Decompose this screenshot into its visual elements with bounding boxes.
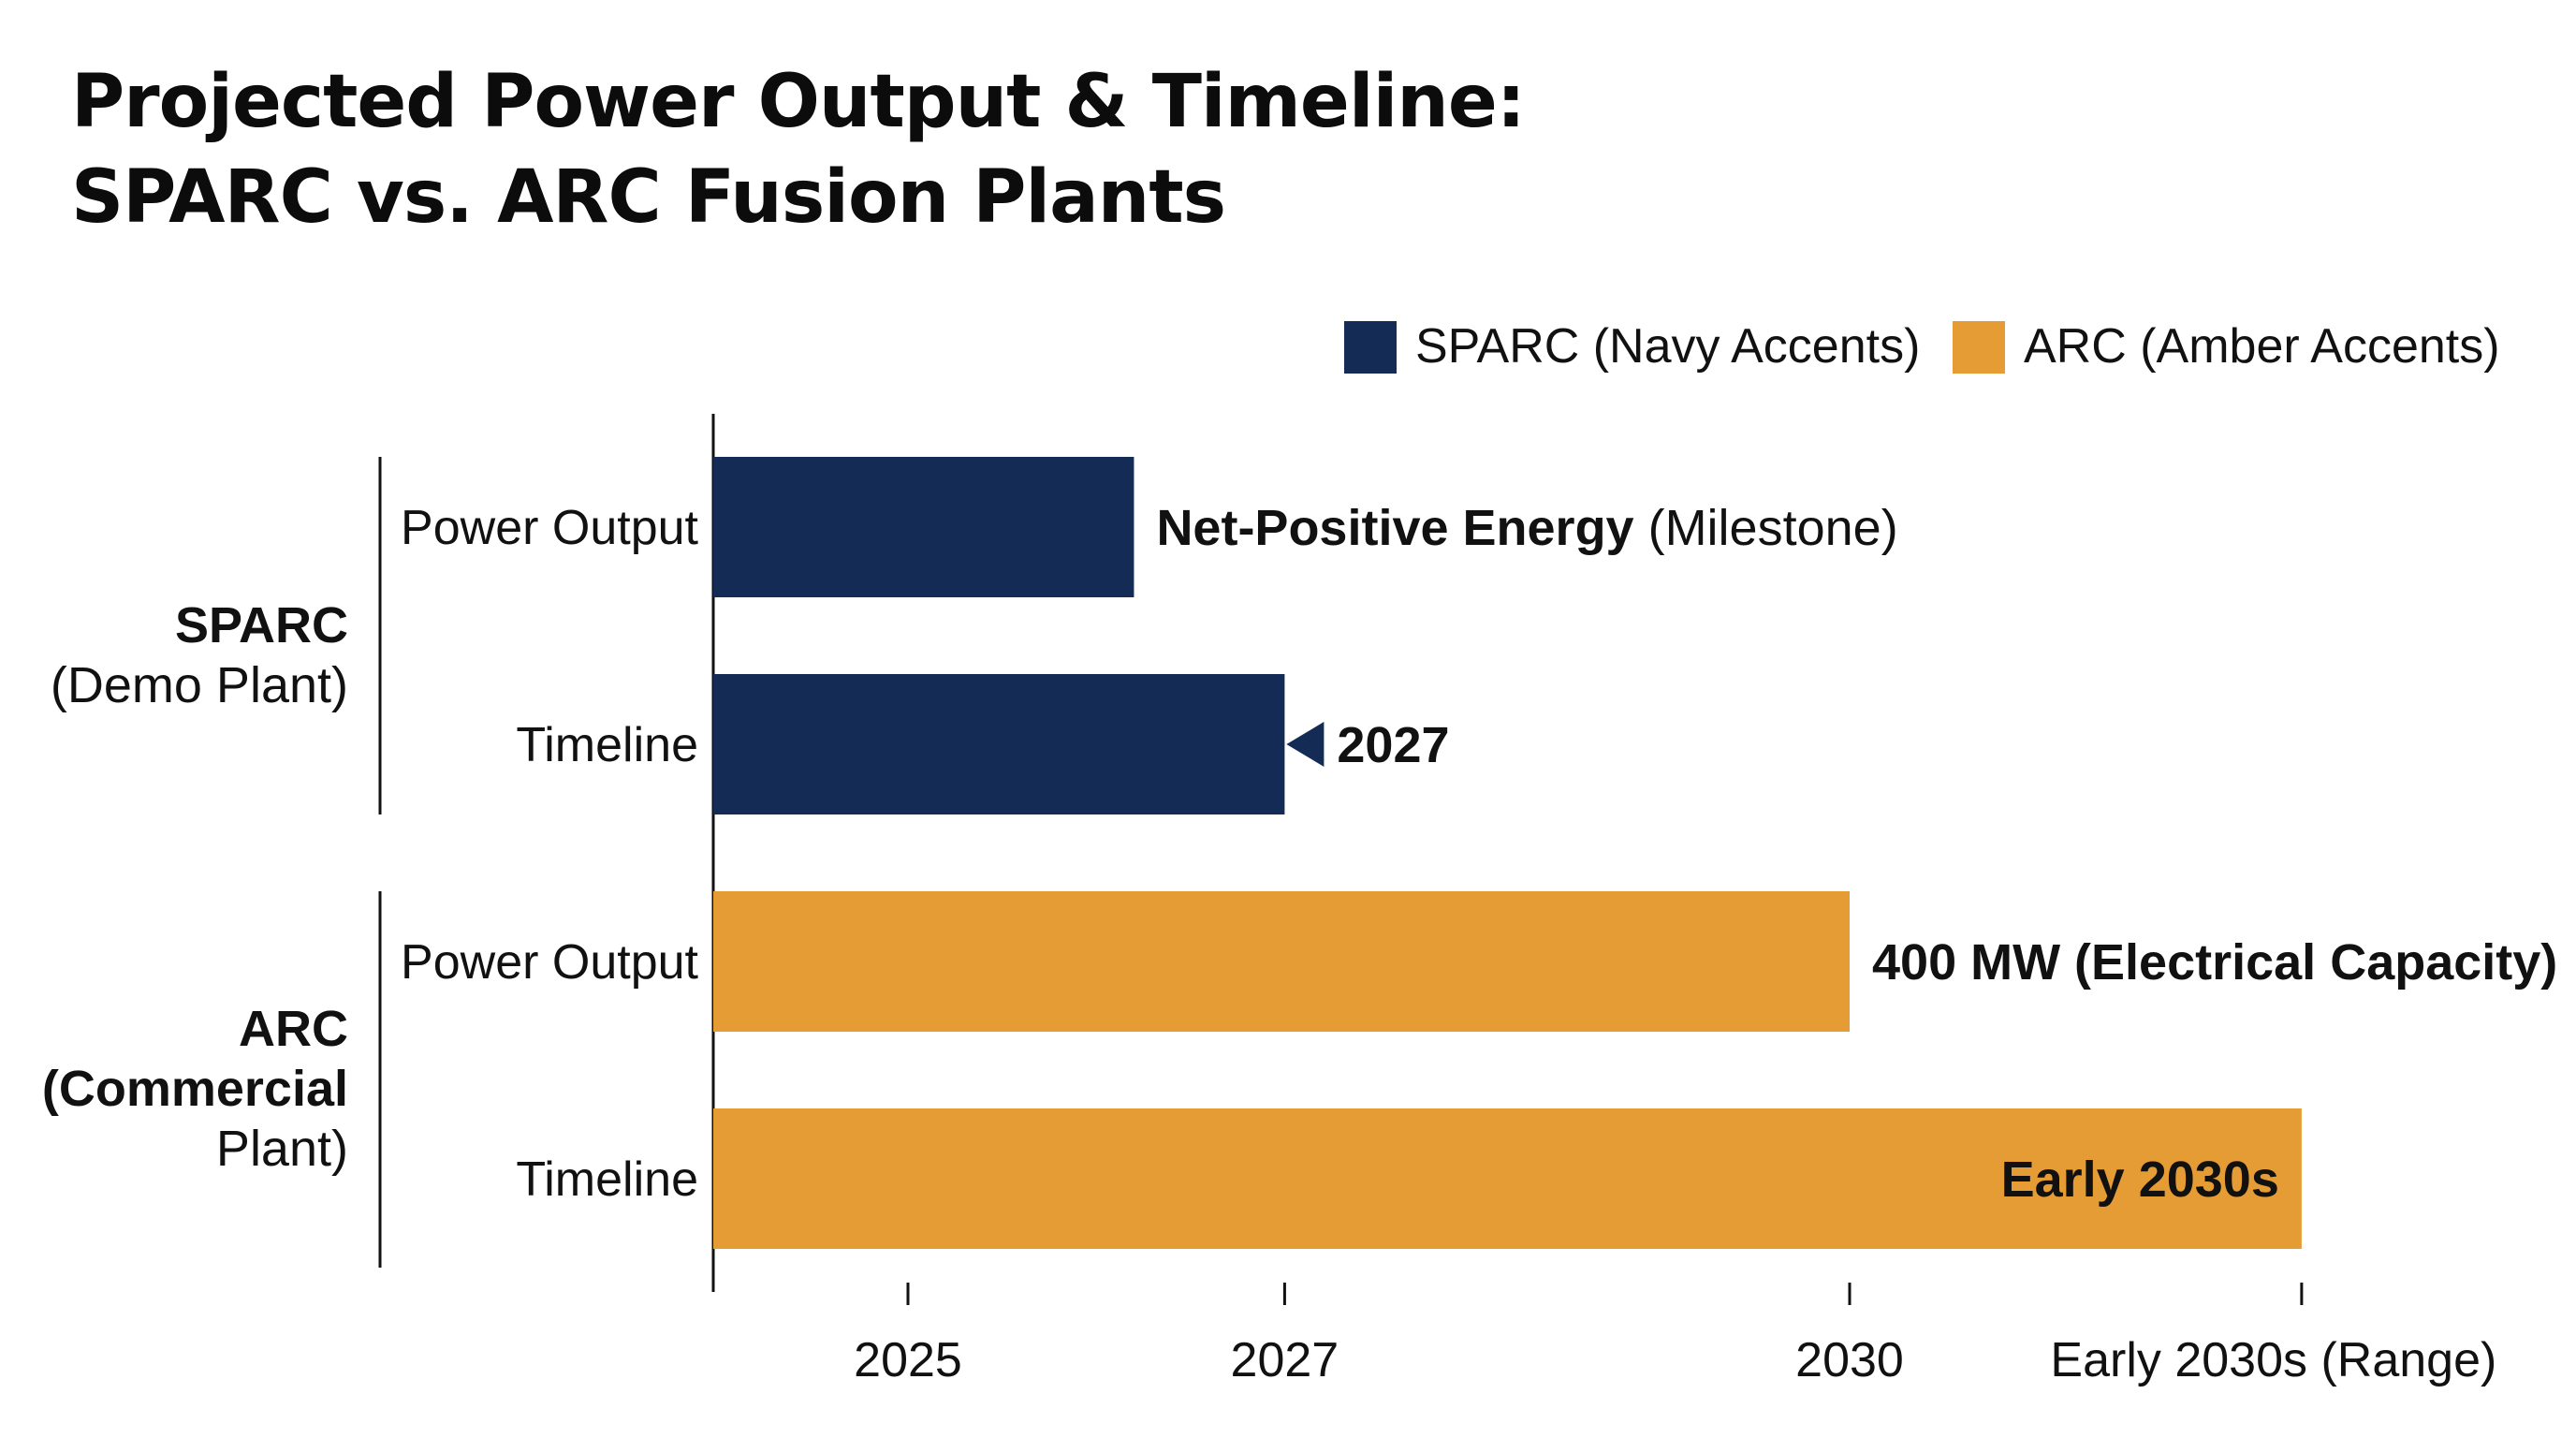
legend-swatch-sparc — [1344, 321, 1397, 374]
row-label: Timeline — [516, 718, 698, 772]
row-label: Power Output — [401, 501, 698, 555]
chart-title-line-2: SPARC vs. ARC Fusion Plants — [71, 155, 1226, 240]
bar — [713, 891, 1850, 1032]
x-tick-label: 2025 — [854, 1333, 962, 1387]
legend-label-sparc: SPARC (Navy Accents) — [1415, 319, 1921, 374]
row-label: Timeline — [516, 1152, 698, 1207]
group-label: ARC — [239, 1001, 348, 1057]
chart-title: Projected Power Output & Timeline: SPARC… — [71, 54, 1526, 245]
data-label: 2027 — [1337, 717, 1449, 773]
row-label: Power Output — [401, 935, 698, 990]
bar — [713, 674, 1285, 814]
bar — [713, 1108, 2302, 1249]
legend-label-arc: ARC (Amber Accents) — [2024, 319, 2500, 374]
bar — [713, 457, 1134, 597]
x-tick-label: 2027 — [1231, 1333, 1339, 1387]
group-label: SPARC — [175, 597, 348, 653]
x-tick-label: 2030 — [1795, 1333, 1904, 1387]
arrow-marker-icon — [1286, 722, 1325, 767]
x-tick-label: Early 2030s (Range) — [2050, 1333, 2496, 1387]
data-label: 400 MW (Electrical Capacity) — [1872, 934, 2557, 990]
group-label: (Demo Plant) — [51, 657, 348, 713]
chart-title-line-1: Projected Power Output & Timeline: — [71, 60, 1526, 144]
group-label: (Commercial — [42, 1061, 348, 1117]
data-label: Early 2030s — [2001, 1152, 2279, 1208]
legend-swatch-arc — [1953, 321, 2005, 374]
group-label: Plant) — [216, 1121, 348, 1177]
data-label: Net-Positive Energy (Milestone) — [1156, 500, 1897, 556]
